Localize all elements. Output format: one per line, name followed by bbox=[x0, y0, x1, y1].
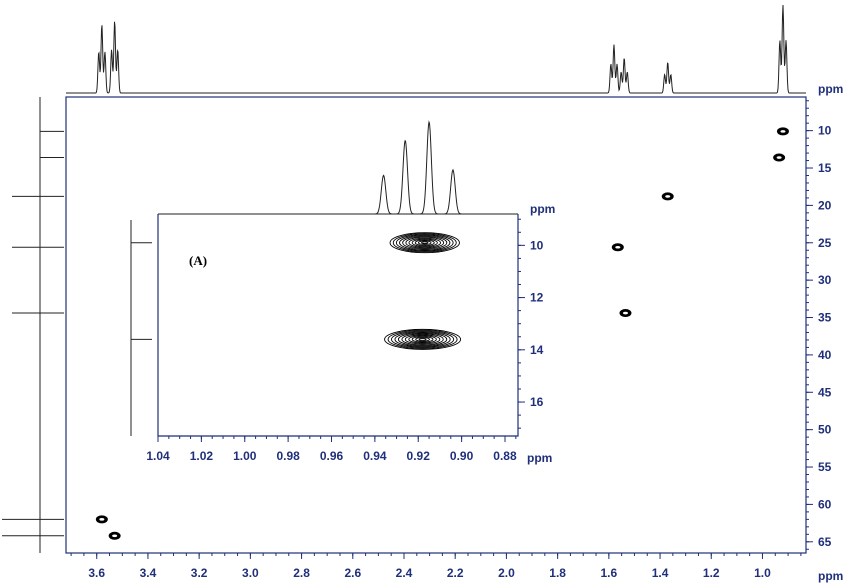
inset-contour bbox=[404, 334, 441, 345]
inset-x-tick-label: 0.92 bbox=[407, 449, 431, 463]
inset-contour bbox=[402, 235, 448, 250]
main-x-tick-label: 2.2 bbox=[447, 566, 464, 580]
main-x-tick-label: 2.6 bbox=[344, 566, 361, 580]
inset-x-tick-label: 0.90 bbox=[450, 449, 474, 463]
inset-contour bbox=[395, 234, 454, 252]
inset-frame bbox=[157, 214, 519, 437]
main-y-tick-label: 60 bbox=[818, 497, 832, 511]
inset-y-axis: 10 12 14 16 bbox=[518, 218, 544, 429]
inset-top-projection bbox=[158, 120, 518, 215]
inset-y-tick-label: 14 bbox=[530, 343, 544, 357]
inset-contour bbox=[405, 236, 445, 249]
inset-y-tick-label: 16 bbox=[530, 395, 544, 409]
main-top-trace bbox=[66, 4, 806, 94]
inset-x-axis: 1.04 1.02 1.00 0.98 0.96 0.94 0.92 0.90 0.88 bbox=[146, 436, 517, 463]
main-x-tick-label: 3.6 bbox=[88, 566, 105, 580]
main-x-tick-label: 1.4 bbox=[652, 566, 669, 580]
main-y-tick-label: 30 bbox=[818, 273, 832, 287]
inset-contour bbox=[401, 333, 444, 346]
inset-cross-peaks bbox=[384, 232, 462, 350]
inset-contour bbox=[384, 328, 462, 350]
inset-contour bbox=[399, 234, 451, 251]
main-x-tick-label: 3.4 bbox=[140, 566, 157, 580]
main-x-tick-label: 2.8 bbox=[293, 566, 310, 580]
inset-contour bbox=[394, 331, 451, 348]
inset-label: (A) bbox=[189, 253, 207, 268]
inset-y-tick-label: 12 bbox=[530, 291, 544, 305]
main-x-unit: ppm bbox=[818, 569, 843, 583]
inset-contour bbox=[411, 238, 438, 247]
cross-peak-center bbox=[112, 534, 118, 538]
inset-contour bbox=[415, 337, 430, 342]
inset-contour bbox=[387, 329, 458, 349]
inset-contour bbox=[408, 335, 437, 344]
main-y-tick-label: 55 bbox=[818, 460, 832, 474]
inset-contour bbox=[421, 241, 429, 245]
main-x-axis: 3.6 3.4 3.2 3.0 2.8 2.6 2.4 2.2 2.0 1.8 1.6 1.4 1.2 1… bbox=[70, 553, 802, 580]
cross-peak-center bbox=[776, 156, 782, 159]
inset-contour bbox=[411, 336, 434, 343]
main-y-tick-label: 65 bbox=[818, 535, 832, 549]
main-x-tick-label: 2.4 bbox=[396, 566, 413, 580]
main-x-tick-label: 1.0 bbox=[754, 566, 771, 580]
inset-top-unit: ppm bbox=[530, 202, 555, 216]
inset-x-tick-label: 1.00 bbox=[233, 449, 257, 463]
main-x-tick-label: 3.2 bbox=[191, 566, 208, 580]
left-projection-spectrum bbox=[2, 97, 64, 553]
inset-contour bbox=[418, 338, 427, 341]
main-y-tick-label: 50 bbox=[818, 423, 832, 437]
main-x-tick-label: 1.8 bbox=[549, 566, 566, 580]
inset-contour bbox=[391, 330, 455, 349]
main-y-tick-label: 20 bbox=[818, 198, 832, 212]
main-y-tick-label: 40 bbox=[818, 348, 832, 362]
inset-background bbox=[158, 214, 518, 436]
inset-x-tick-label: 0.88 bbox=[493, 449, 517, 463]
inset-contour bbox=[392, 233, 457, 253]
inset-left-projection bbox=[130, 220, 152, 436]
main-y-tick-label: 45 bbox=[818, 385, 832, 399]
inset-x-tick-label: 1.04 bbox=[146, 449, 170, 463]
main-x-tick-label: 1.6 bbox=[600, 566, 617, 580]
inset-top-trace bbox=[158, 120, 518, 215]
main-y-tick-label: 15 bbox=[818, 161, 832, 175]
top-projection-spectrum bbox=[66, 4, 806, 94]
main-y-tick-label: 10 bbox=[818, 124, 832, 138]
main-cross-peaks bbox=[95, 127, 789, 540]
main-y-axis: 10 15 20 25 30 35 40 45 50 55 60 65 bbox=[806, 100, 832, 550]
inset-contour bbox=[414, 239, 435, 246]
main-x-tick-label: 3.0 bbox=[242, 566, 259, 580]
main-y-tick-label: 25 bbox=[818, 236, 832, 250]
cross-peak-center bbox=[665, 195, 671, 198]
cross-peak-center bbox=[99, 518, 105, 521]
inset-x-tick-label: 0.94 bbox=[363, 449, 387, 463]
cross-peak-center bbox=[622, 311, 628, 315]
inset-x-tick-label: 0.98 bbox=[276, 449, 300, 463]
inset-x-tick-label: 0.96 bbox=[320, 449, 344, 463]
inset-x-tick-label: 1.02 bbox=[190, 449, 214, 463]
cross-peak-center bbox=[615, 245, 621, 249]
cross-peak-center bbox=[780, 130, 786, 133]
main-y-tick-label: 35 bbox=[818, 311, 832, 325]
inset-contour bbox=[389, 232, 460, 254]
inset-contour bbox=[397, 332, 448, 347]
main-x-tick-label: 1.2 bbox=[703, 566, 720, 580]
inset-contour bbox=[417, 240, 432, 245]
inset-y-tick-label: 10 bbox=[530, 238, 544, 252]
main-top-unit: ppm bbox=[818, 82, 843, 96]
inset-x-unit: ppm bbox=[527, 451, 552, 465]
inset-contour bbox=[408, 237, 441, 248]
main-x-tick-label: 2.0 bbox=[498, 566, 515, 580]
